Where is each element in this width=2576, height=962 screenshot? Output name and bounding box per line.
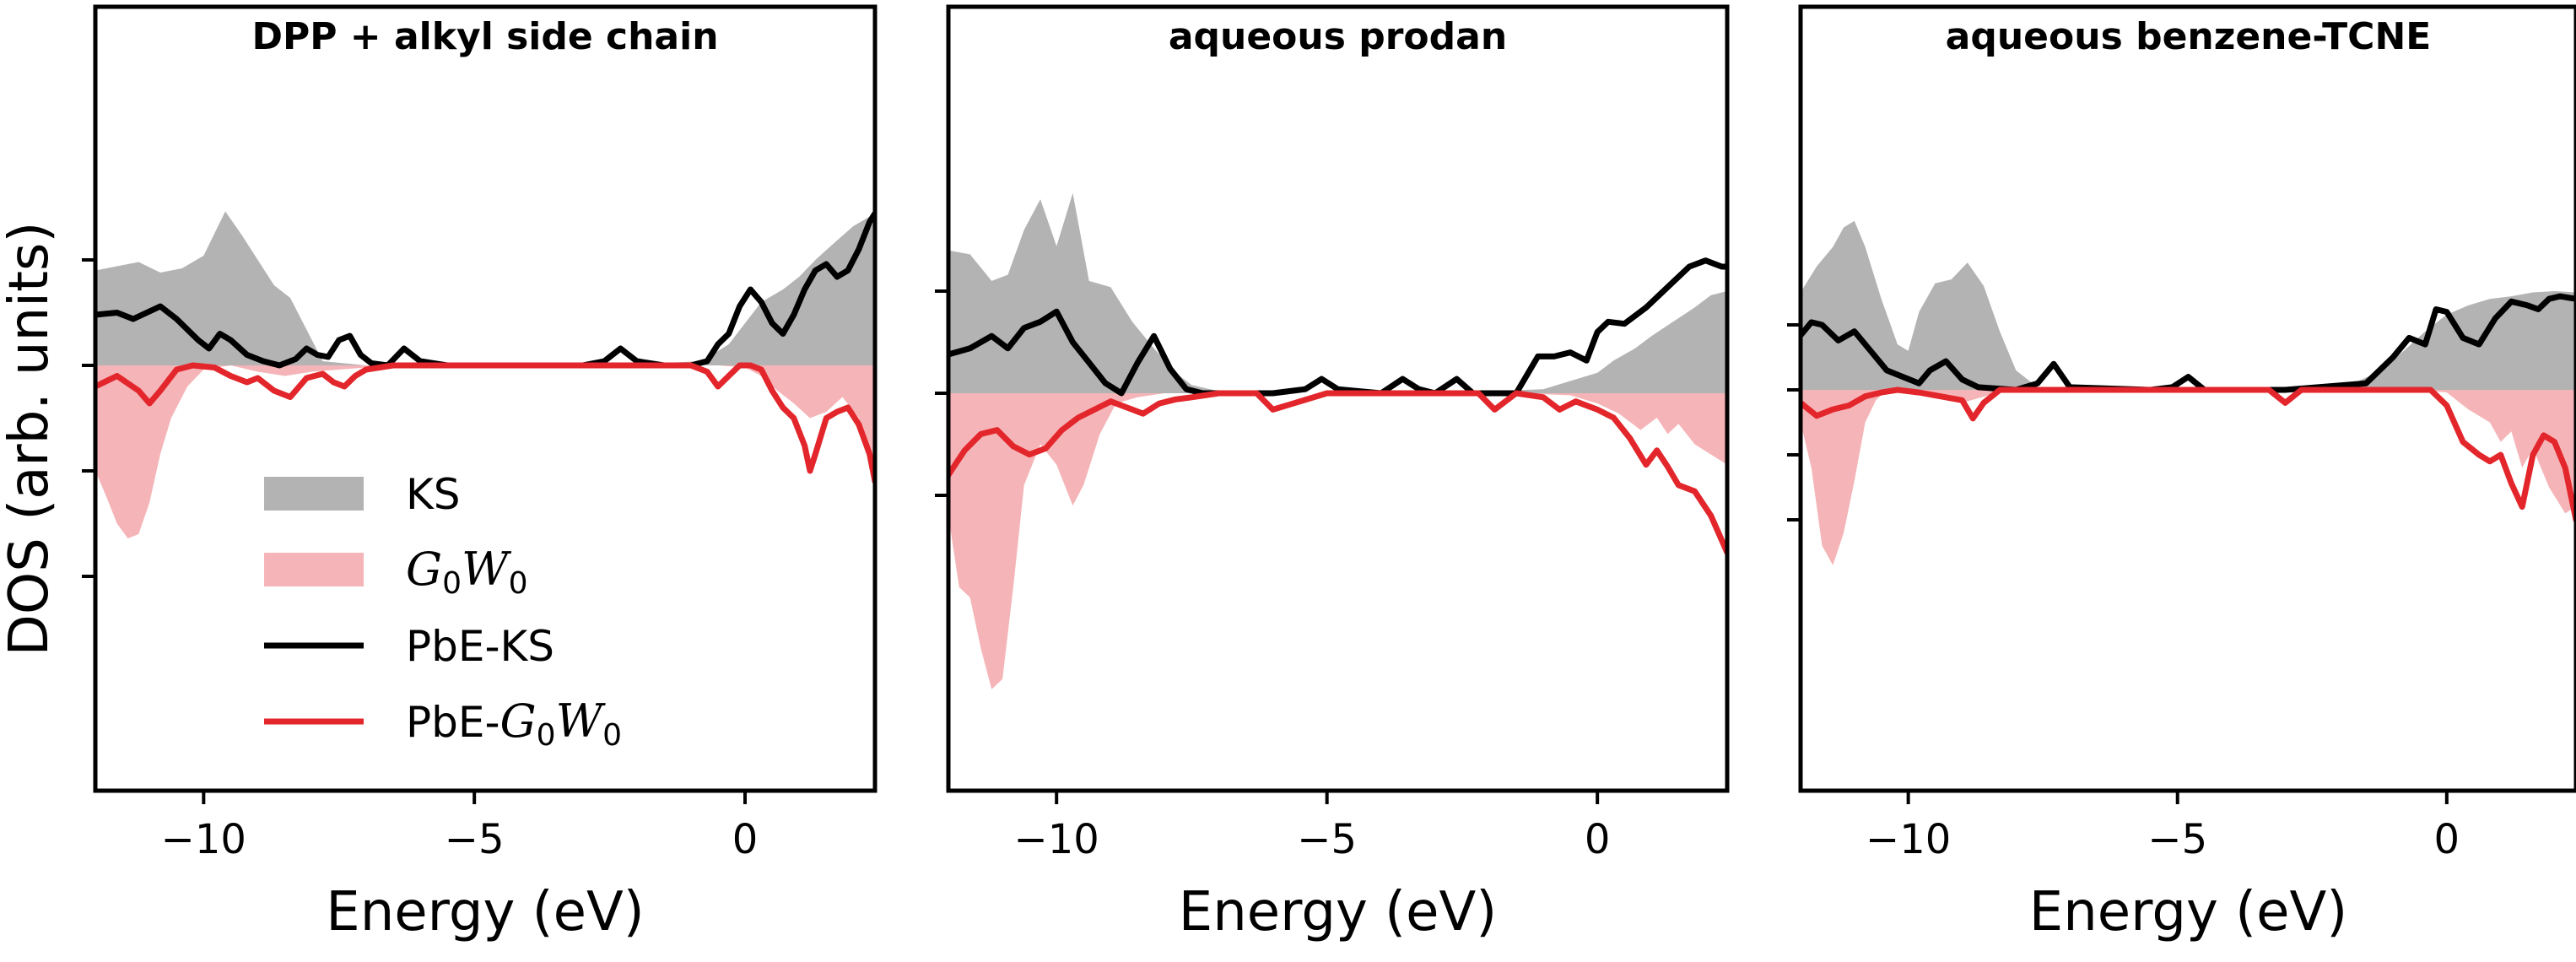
x-axis-label: Energy (eV)	[2029, 881, 2348, 943]
x-tick-label: −5	[445, 816, 505, 863]
panel-1: −10 −5 0 DPP + alkyl side chain Energy (eV)	[82, 4, 878, 943]
x-axis-label: Energy (eV)	[326, 881, 645, 943]
area-ks	[948, 192, 1727, 393]
x-tick-label: −10	[1866, 816, 1951, 863]
plot-area	[1801, 220, 2576, 565]
legend-label-g0w0: G0W0	[406, 543, 527, 601]
area-ks	[95, 211, 875, 365]
x-axis-label: Energy (eV)	[1179, 881, 1498, 943]
line-pbe-g0w0	[1801, 386, 2576, 523]
x-tick-label: −5	[1297, 816, 1357, 863]
area-ks	[1801, 220, 2576, 390]
x-tick-label: −5	[2147, 816, 2207, 863]
area-g0w0	[948, 393, 1727, 689]
x-tick-label: 0	[732, 816, 759, 863]
area-g0w0	[95, 365, 875, 538]
panel-2: −10 −5 0 aqueous prodan Energy (eV)	[935, 4, 1730, 943]
axes-frame	[1798, 4, 2576, 793]
y-axis-label: DOS (arb. units)	[0, 222, 61, 657]
legend: KS G0W0 PbE-KS PbE-G0W0	[264, 470, 622, 753]
plot-area	[948, 192, 1727, 689]
line-pbe-g0w0	[948, 390, 1727, 556]
legend-swatch-ks	[264, 477, 364, 511]
axes-frame	[93, 4, 878, 793]
panel-3: −10 −5 0 aqueous benzene-TCNE Energy (eV)	[1787, 4, 2576, 943]
panel-title: DPP + alkyl side chain	[251, 15, 718, 58]
line-pbe-g0w0	[95, 362, 875, 484]
panel-title: aqueous prodan	[1169, 15, 1507, 58]
legend-swatch-g0w0	[264, 553, 364, 586]
legend-label-pbe-ks: PbE-KS	[406, 622, 554, 671]
legend-label-pbe-g0w0: PbE-G0W0	[406, 694, 622, 753]
panel-title: aqueous benzene-TCNE	[1946, 15, 2432, 58]
x-tick-label: −10	[161, 816, 246, 863]
x-tick-label: 0	[1585, 816, 1611, 863]
area-g0w0	[1801, 390, 2576, 565]
legend-label-ks: KS	[406, 470, 461, 519]
plot-area	[95, 210, 875, 538]
x-tick-label: −10	[1014, 816, 1099, 863]
x-tick-label: 0	[2434, 816, 2460, 863]
axes-frame	[946, 4, 1730, 793]
